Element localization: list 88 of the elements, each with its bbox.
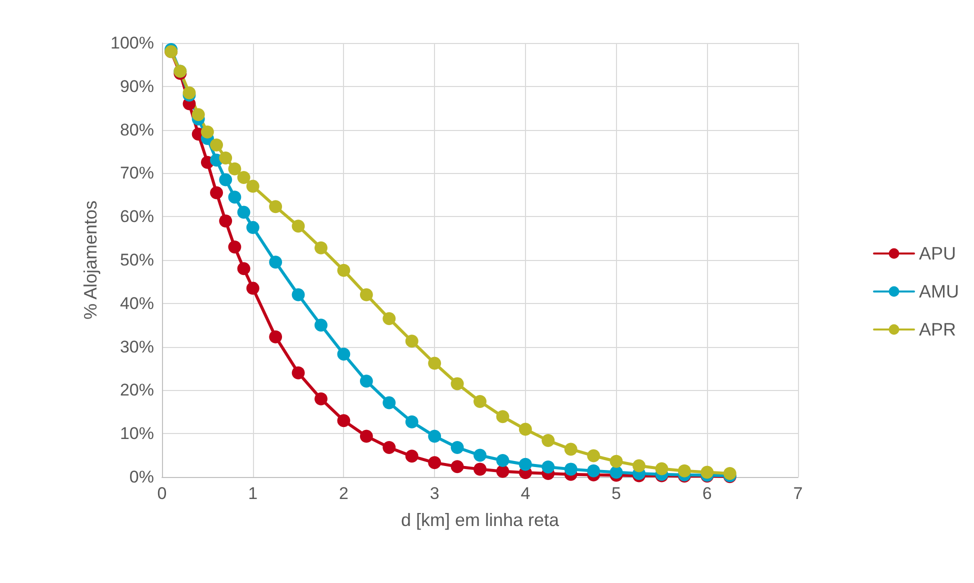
y-tick-label: 80%: [120, 120, 154, 140]
x-tick-label: 4: [520, 484, 530, 503]
point: [228, 240, 242, 254]
point: [292, 220, 305, 233]
point: [237, 171, 250, 184]
x-tick-label: 0: [157, 484, 167, 503]
point: [587, 449, 600, 462]
point: [518, 422, 532, 436]
point: [450, 460, 464, 474]
point: [246, 220, 260, 234]
x-tick-label: 5: [612, 484, 622, 503]
point: [610, 454, 623, 468]
y-axis-title: % Alojamentos: [80, 200, 101, 320]
y-tick-label: 100%: [110, 34, 154, 52]
point: [700, 466, 714, 479]
point: [219, 173, 232, 186]
y-tick-label: 20%: [120, 380, 154, 400]
point: [337, 414, 350, 428]
y-tick-label: 40%: [120, 294, 154, 313]
point: [182, 86, 196, 100]
point: [496, 454, 510, 468]
x-axis-title: d [km] em linha reta: [400, 510, 560, 530]
point: [219, 152, 232, 165]
point: [314, 241, 328, 254]
x-tick-label: 1: [248, 484, 258, 503]
point: [200, 125, 214, 138]
x-tick-label: 2: [338, 484, 348, 503]
point: [228, 162, 242, 176]
point: [428, 430, 442, 443]
point: [210, 138, 224, 152]
point: [382, 396, 396, 410]
point: [405, 415, 418, 428]
point: [655, 462, 668, 476]
point: [450, 377, 464, 390]
point: [474, 394, 486, 408]
point: [269, 256, 282, 269]
y-tick-label: 60%: [120, 207, 154, 226]
point: [450, 440, 464, 454]
legend-label: APR: [919, 320, 956, 340]
y-tick-label: 0%: [129, 468, 154, 486]
y-tick-label: 50%: [120, 250, 154, 270]
legend-label: APU: [919, 244, 956, 264]
point: [405, 450, 418, 463]
point: [219, 214, 232, 228]
legend-label: AMU: [919, 282, 959, 302]
point: [237, 206, 250, 219]
point: [269, 330, 282, 344]
point: [382, 440, 396, 454]
point: [405, 334, 418, 348]
point: [496, 464, 510, 478]
point: [337, 348, 350, 361]
point: [246, 180, 260, 193]
point: [314, 318, 328, 332]
point: [237, 262, 250, 276]
point: [428, 456, 442, 470]
point: [269, 200, 282, 214]
point: [496, 410, 510, 424]
y-tick-label: 70%: [120, 164, 154, 183]
point: [610, 466, 623, 479]
point: [210, 186, 224, 200]
point: [360, 430, 373, 443]
point: [632, 459, 646, 472]
point: [564, 442, 578, 456]
point: [292, 288, 305, 302]
point: [382, 312, 396, 326]
point: [542, 460, 555, 474]
point: [428, 356, 442, 370]
point: [228, 190, 242, 204]
point: [678, 464, 691, 478]
point: [564, 462, 578, 476]
point: [360, 374, 373, 388]
y-tick-label: 30%: [120, 337, 154, 356]
point: [587, 464, 600, 478]
point: [292, 366, 305, 380]
x-tick-label: 3: [430, 484, 440, 503]
point: [474, 462, 486, 476]
point: [360, 288, 373, 302]
point: [337, 264, 350, 277]
point: [246, 282, 260, 295]
point: [474, 448, 486, 462]
point: [542, 434, 555, 448]
point: [192, 108, 205, 122]
x-tick-label: 7: [793, 484, 803, 503]
point: [518, 458, 532, 471]
y-tick-label: 90%: [120, 76, 154, 96]
y-tick-label: 10%: [120, 424, 154, 444]
point: [314, 392, 328, 406]
x-tick-label: 6: [702, 484, 712, 503]
